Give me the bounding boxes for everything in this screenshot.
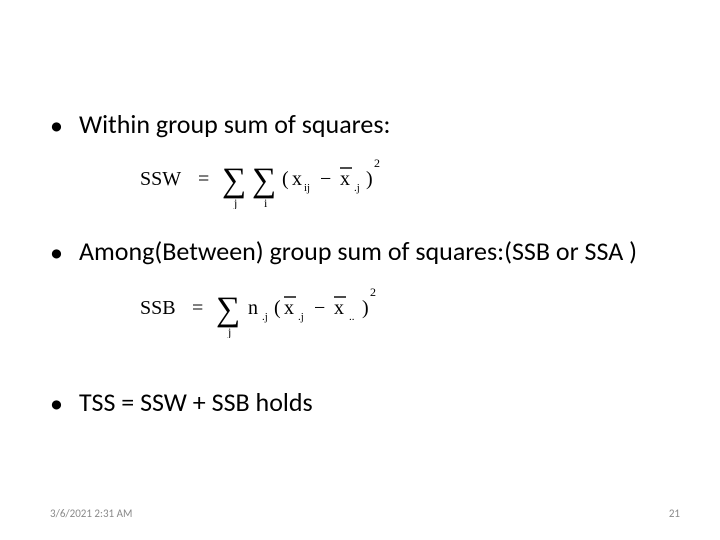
svg-text:): ) [362,297,369,319]
bullet-item-3: • TSS = SSW + SSB holds [50,388,670,419]
svg-text:n: n [248,297,258,319]
bullet-text-1: Within group sum of squares: [79,110,391,140]
bullet-item-2: • Among(Between) group sum of squares:(S… [50,237,670,268]
footer-page-number: 21 [669,507,680,520]
svg-text:∑: ∑ [252,162,276,199]
svg-text:(: ( [282,168,289,190]
svg-text:(: ( [274,297,281,319]
formula-ssw: SSW = ∑ j ∑ i ( x ij − x .j ) 2 [140,155,670,209]
svg-text:−: − [320,168,331,190]
svg-text:j: j [227,325,231,338]
svg-text:ij: ij [304,182,310,194]
footer-datetime: 3/6/2021 2:31 AM [50,507,132,520]
svg-text:.j: .j [262,311,268,323]
bullet-text-3: TSS = SSW + SSB holds [79,388,313,418]
svg-text:2: 2 [370,285,376,299]
svg-text:x: x [334,297,344,319]
svg-text:x: x [284,297,294,319]
svg-text:j: j [233,196,237,209]
bullet-item-1: • Within group sum of squares: [50,110,670,141]
bullet-dot-icon: • [50,237,63,268]
svg-text:−: − [314,297,325,319]
svg-text:.j: .j [298,311,304,323]
bullet-dot-icon: • [50,388,63,419]
svg-text:.j: .j [354,182,360,194]
bullet-text-2: Among(Between) group sum of squares:(SSB… [79,237,637,267]
svg-text:=: = [198,168,209,190]
svg-text:2: 2 [374,156,380,170]
formula-ssb: SSB = ∑ j n .j ( x .j − x .. ) 2 [140,282,670,338]
svg-text:x: x [340,168,350,190]
svg-text:): ) [366,168,373,190]
slide-content: • Within group sum of squares: SSW = ∑ j… [0,0,720,420]
svg-text:=: = [192,297,203,319]
svg-text:x: x [292,168,302,190]
bullet-dot-icon: • [50,110,63,141]
svg-text:SSB: SSB [140,297,176,319]
svg-text:∑: ∑ [222,162,246,199]
svg-text:∑: ∑ [216,291,240,328]
svg-text:..: .. [349,311,355,323]
slide-footer: 3/6/2021 2:31 AM 21 [50,507,680,520]
svg-text:SSW: SSW [140,168,181,190]
